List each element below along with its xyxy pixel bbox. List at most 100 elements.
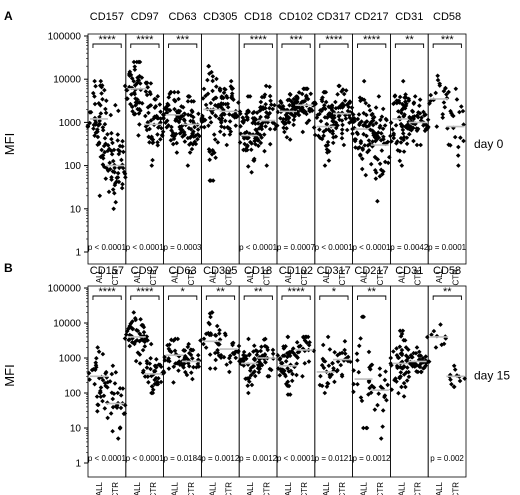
data-point-all xyxy=(136,111,142,116)
significance-bracket xyxy=(130,295,160,300)
data-point-ctr xyxy=(193,133,198,139)
data-point-all xyxy=(325,334,331,340)
data-point-all xyxy=(281,344,286,349)
data-point-all xyxy=(322,102,327,108)
group-label-ctr: CTR xyxy=(451,482,460,495)
data-point-all xyxy=(103,371,108,376)
data-point-all xyxy=(169,124,174,130)
data-point-ctr xyxy=(151,368,157,374)
data-point-all xyxy=(135,106,140,112)
data-point-all xyxy=(357,95,363,101)
data-point-ctr xyxy=(423,354,429,359)
data-point-ctr xyxy=(149,373,154,379)
data-point-ctr xyxy=(263,105,268,111)
data-point-ctr xyxy=(227,353,233,359)
data-point-all xyxy=(249,169,254,175)
data-point-all xyxy=(401,380,407,386)
data-point-ctr xyxy=(190,356,195,361)
data-point-all xyxy=(287,137,293,142)
data-point-ctr xyxy=(306,118,312,123)
data-point-ctr xyxy=(418,353,424,359)
data-point-all xyxy=(132,341,137,347)
data-point-ctr xyxy=(261,94,267,100)
data-point-all xyxy=(208,100,214,106)
data-point-all xyxy=(100,377,106,383)
data-point-ctr xyxy=(190,130,195,136)
data-point-ctr xyxy=(377,366,383,371)
data-point-all xyxy=(162,358,168,363)
data-point-ctr xyxy=(185,360,191,366)
data-point-ctr xyxy=(150,140,156,146)
data-point-ctr xyxy=(303,109,308,115)
data-point-ctr xyxy=(423,363,429,368)
data-point-all xyxy=(246,109,252,115)
data-point-ctr xyxy=(259,123,264,129)
data-point-ctr xyxy=(404,358,410,363)
data-point-ctr xyxy=(339,372,345,378)
data-point-ctr xyxy=(145,374,151,379)
data-point-ctr xyxy=(120,181,125,187)
y-tick-label: 10000 xyxy=(53,319,81,330)
data-point-all xyxy=(395,109,401,114)
group-label-all: ALL xyxy=(133,481,142,495)
data-point-all xyxy=(282,129,287,135)
data-point-ctr xyxy=(411,138,416,144)
data-point-ctr xyxy=(301,86,306,92)
data-point-all xyxy=(399,163,405,168)
data-point-all xyxy=(356,112,362,117)
data-point-ctr xyxy=(304,93,309,99)
data-point-all xyxy=(102,135,108,141)
data-point-all xyxy=(205,77,210,83)
data-point-ctr xyxy=(344,102,350,107)
data-point-all xyxy=(363,172,369,178)
data-point-all xyxy=(397,328,403,334)
data-point-all xyxy=(358,98,363,104)
data-point-ctr xyxy=(122,171,128,177)
data-point-ctr xyxy=(186,363,192,369)
group-label-all: ALL xyxy=(284,481,293,495)
data-point-ctr xyxy=(113,370,119,375)
data-point-ctr xyxy=(373,170,379,175)
data-point-all xyxy=(98,385,104,390)
data-point-ctr xyxy=(377,174,383,179)
data-point-ctr xyxy=(193,141,199,147)
data-point-ctr xyxy=(110,169,116,174)
data-point-ctr xyxy=(335,92,340,97)
data-point-all xyxy=(435,73,440,79)
data-point-all xyxy=(210,74,216,79)
data-point-ctr xyxy=(159,125,164,131)
data-point-ctr xyxy=(422,365,427,371)
data-point-ctr xyxy=(375,198,380,204)
data-point-all xyxy=(277,357,283,363)
data-point-ctr xyxy=(449,381,454,387)
data-point-ctr xyxy=(416,349,422,355)
data-point-ctr xyxy=(101,164,107,170)
data-point-all xyxy=(137,122,142,127)
data-point-ctr xyxy=(117,386,123,391)
significance-bracket xyxy=(281,43,311,48)
data-point-all xyxy=(212,95,218,101)
significance-stars: ** xyxy=(405,34,414,46)
data-point-ctr xyxy=(348,110,353,115)
data-point-all xyxy=(131,78,137,84)
data-point-all xyxy=(352,137,357,142)
data-point-ctr xyxy=(339,127,345,132)
significance-bracket xyxy=(168,43,198,48)
data-point-all xyxy=(325,139,331,145)
data-point-all xyxy=(254,352,260,358)
data-point-all xyxy=(361,78,367,84)
data-point-ctr xyxy=(148,81,154,86)
data-point-ctr xyxy=(351,112,356,117)
data-point-all xyxy=(167,348,173,354)
data-point-ctr xyxy=(263,83,269,89)
data-point-all xyxy=(174,140,180,146)
significance-stars: **** xyxy=(136,286,154,298)
data-point-ctr xyxy=(414,345,420,350)
data-point-all xyxy=(408,353,414,358)
marker-column-frame xyxy=(276,285,316,478)
data-point-all xyxy=(253,142,258,147)
data-point-all xyxy=(323,99,329,105)
data-point-all xyxy=(443,86,448,91)
data-point-ctr xyxy=(158,109,163,115)
